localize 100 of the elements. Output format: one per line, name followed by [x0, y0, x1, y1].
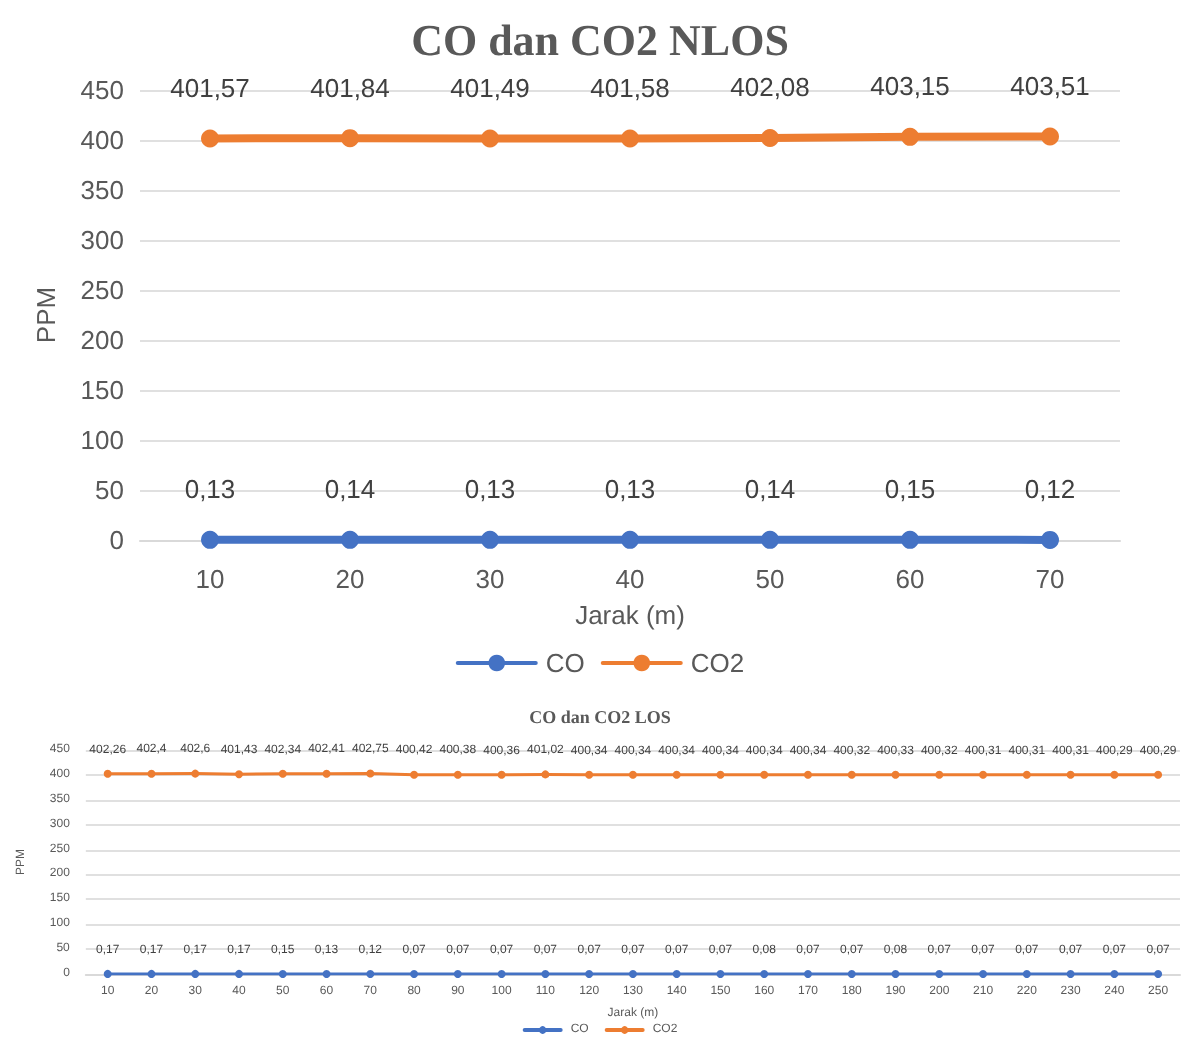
y-tick-label: 450 — [80, 75, 124, 105]
point — [453, 969, 462, 978]
point — [585, 969, 594, 978]
point — [935, 969, 944, 978]
point — [497, 969, 506, 978]
y-tick-label: 300 — [80, 225, 124, 255]
point — [760, 969, 769, 978]
x-tick-label: 60 — [895, 564, 925, 594]
data-label: 401,58 — [590, 72, 670, 103]
point — [979, 770, 988, 779]
data-label: 402,08 — [730, 72, 810, 103]
point — [761, 128, 779, 147]
y-tick-label: 150 — [80, 375, 124, 405]
point — [410, 969, 419, 978]
point — [322, 769, 331, 778]
point — [1066, 770, 1075, 779]
point — [672, 770, 681, 779]
x-tick-label: 20 — [335, 564, 365, 594]
point — [803, 770, 812, 779]
data-label: 403,51 — [1010, 70, 1090, 101]
point — [366, 769, 375, 778]
point — [847, 969, 856, 978]
point — [891, 969, 900, 978]
y-axis-title: PPM — [30, 286, 61, 344]
data-label: 403,15 — [870, 71, 950, 102]
y-tick-label: 0 — [109, 525, 124, 555]
legend-label: CO2 — [690, 648, 745, 678]
point — [760, 770, 769, 779]
point — [341, 129, 359, 148]
point — [891, 770, 900, 779]
point — [541, 969, 550, 978]
point — [103, 969, 112, 978]
x-tick-label: 30 — [475, 564, 505, 594]
point — [481, 530, 499, 549]
point — [979, 969, 988, 978]
point — [103, 769, 112, 778]
data-label: 401,84 — [310, 72, 390, 103]
point — [1022, 770, 1031, 779]
point — [621, 129, 639, 148]
chart-title: CO dan CO2 LOS — [529, 707, 671, 727]
point — [191, 769, 200, 778]
point — [235, 770, 244, 779]
point — [1154, 969, 1163, 978]
y-tick-label: 250 — [80, 275, 124, 305]
data-label: 0,14 — [324, 474, 376, 505]
point — [585, 770, 594, 779]
data-label: 401,49 — [450, 72, 530, 103]
data-label: 0,12 — [1024, 474, 1076, 505]
point — [191, 969, 200, 978]
point — [1041, 530, 1059, 549]
point — [278, 769, 287, 778]
point — [410, 770, 419, 779]
y-tick-label: 200 — [80, 325, 124, 355]
point — [716, 770, 725, 779]
point — [628, 770, 637, 779]
point — [935, 770, 944, 779]
point — [847, 770, 856, 779]
point — [672, 969, 681, 978]
point — [278, 969, 287, 978]
data-label: 0,15 — [884, 474, 936, 505]
x-axis-title: Jarak (m) — [575, 600, 685, 631]
point — [497, 770, 506, 779]
point — [541, 770, 550, 779]
point — [1154, 770, 1163, 779]
point — [147, 769, 156, 778]
point — [628, 969, 637, 978]
point — [901, 530, 919, 549]
legend-label: CO — [545, 648, 585, 678]
point — [1041, 127, 1059, 146]
point — [761, 530, 779, 549]
point — [1110, 770, 1119, 779]
y-tick-label: 350 — [80, 175, 124, 205]
point — [341, 530, 359, 549]
point — [147, 969, 156, 978]
point — [803, 969, 812, 978]
point — [901, 127, 919, 146]
y-tick-label: 400 — [80, 125, 124, 155]
point — [201, 129, 219, 148]
x-tick-label: 50 — [755, 564, 785, 594]
point — [481, 129, 499, 148]
point — [1066, 969, 1075, 978]
point — [621, 530, 639, 549]
y-tick-label: 100 — [80, 425, 124, 455]
x-tick-label: 70 — [1035, 564, 1065, 594]
point — [235, 969, 244, 978]
point — [1110, 969, 1119, 978]
y-tick-label: 50 — [95, 475, 124, 505]
point — [201, 530, 219, 549]
point — [453, 770, 462, 779]
data-label: 0,13 — [604, 474, 656, 505]
point — [1022, 969, 1031, 978]
x-tick-label: 40 — [615, 564, 645, 594]
data-label: 0,13 — [184, 474, 236, 505]
data-label: 0,13 — [464, 474, 516, 505]
point — [716, 969, 725, 978]
point — [322, 969, 331, 978]
data-label: 401,57 — [170, 72, 250, 103]
point — [366, 969, 375, 978]
x-tick-label: 10 — [195, 564, 225, 594]
data-label: 0,14 — [744, 474, 796, 505]
